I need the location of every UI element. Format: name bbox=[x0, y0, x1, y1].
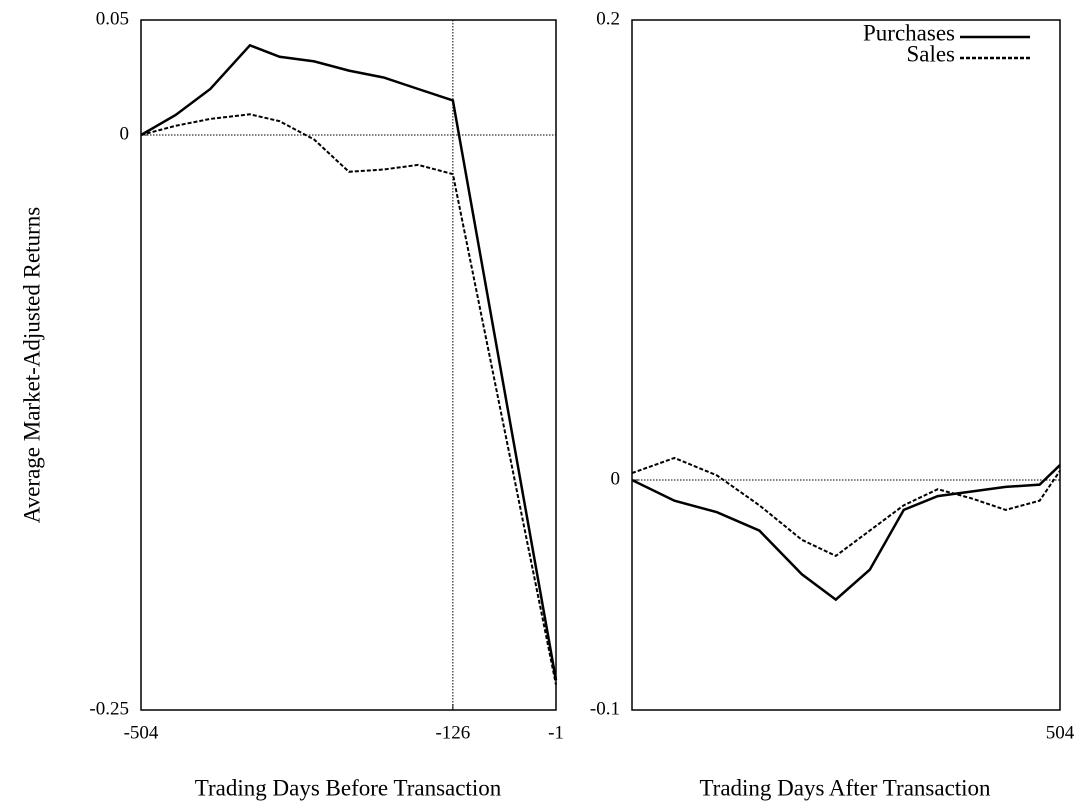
line-series bbox=[140, 113, 557, 685]
y-tick-label: -0.25 bbox=[89, 698, 129, 719]
y-tick-label: 0.05 bbox=[96, 8, 129, 29]
y-tick-label: 0 bbox=[611, 468, 621, 489]
plot-frame bbox=[140, 19, 557, 711]
line-series bbox=[140, 43, 558, 681]
x-axis-label: Trading Days Before Transaction bbox=[195, 775, 502, 800]
line-series bbox=[631, 456, 1061, 558]
x-axis-label: Trading Days After Transaction bbox=[699, 775, 991, 800]
x-tick-label: 504 bbox=[1046, 722, 1075, 743]
legend-label: Sales bbox=[906, 41, 955, 66]
x-tick-label: -126 bbox=[435, 722, 470, 743]
plot-frame bbox=[631, 19, 1061, 711]
x-tick-label: -504 bbox=[124, 722, 159, 743]
x-tick-label: -1 bbox=[548, 722, 564, 743]
line-series bbox=[631, 464, 1061, 602]
y-tick-label: 0 bbox=[120, 123, 130, 144]
y-tick-label: -0.1 bbox=[590, 698, 620, 719]
y-axis-label: Average Market-Adjusted Returns bbox=[19, 207, 44, 523]
y-tick-label: 0.2 bbox=[596, 8, 620, 29]
legend-label: Purchases bbox=[863, 20, 955, 45]
